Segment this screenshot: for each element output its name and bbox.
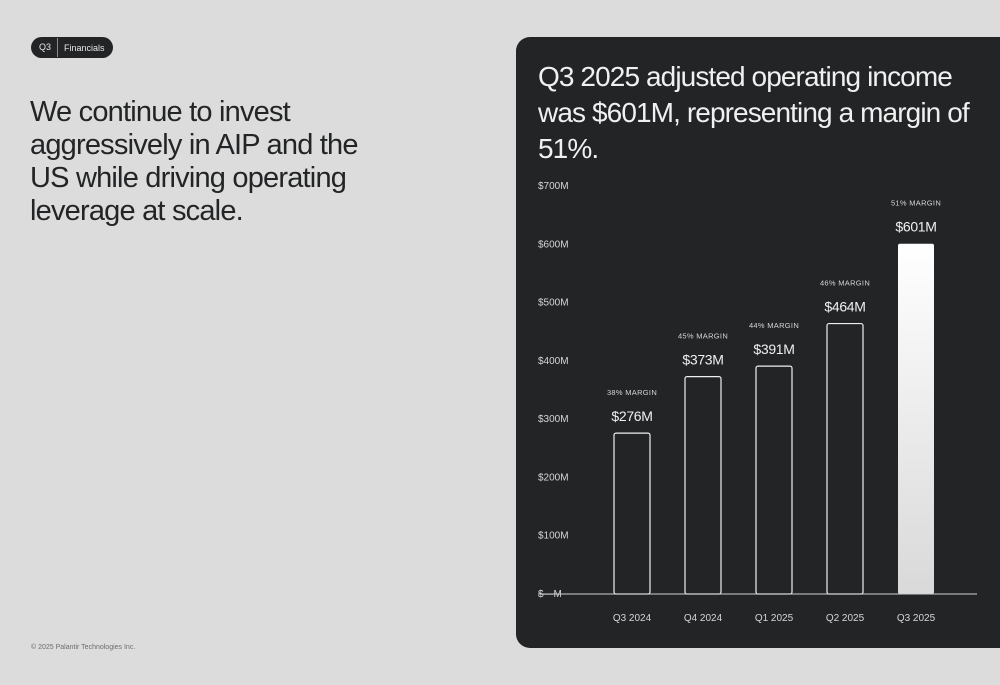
quarter-label: Q3 bbox=[39, 38, 59, 57]
y-tick-label: $600M bbox=[538, 239, 569, 250]
bar-value-label: $601M bbox=[895, 219, 936, 235]
bar-value-label: $276M bbox=[611, 408, 652, 424]
x-tick-label: Q3 2024 bbox=[613, 613, 652, 624]
bar-margin-label: 38% MARGIN bbox=[607, 388, 657, 397]
section-label: Financials bbox=[64, 42, 105, 53]
bar-q3-2024 bbox=[613, 432, 651, 595]
y-tick-label: $700M bbox=[538, 181, 569, 192]
chart-title: Q3 2025 adjusted operating income was $6… bbox=[538, 61, 970, 164]
bar-q4-2024 bbox=[684, 375, 722, 595]
operating-income-chart: $—M$100M$200M$300M$400M$500M$600M$700M $… bbox=[538, 181, 977, 624]
x-tick-label: Q2 2025 bbox=[826, 613, 865, 624]
bar-q3-2025 bbox=[898, 243, 934, 594]
y-tick-label: $100M bbox=[538, 531, 569, 542]
bar-margin-label: 45% MARGIN bbox=[678, 332, 728, 341]
bar-q2-2025 bbox=[826, 322, 864, 595]
x-tick-label: Q3 2025 bbox=[897, 613, 936, 624]
bar-value-label: $373M bbox=[682, 352, 723, 368]
section-tag: Q3 Financials bbox=[31, 37, 113, 58]
x-tick-label: Q1 2025 bbox=[755, 613, 794, 624]
y-tick-label: $400M bbox=[538, 356, 569, 367]
page-headline: We continue to invest aggressively in AI… bbox=[30, 96, 359, 227]
bar-value-label: $464M bbox=[824, 299, 865, 315]
bar-q1-2025 bbox=[755, 365, 793, 595]
x-tick-label: Q4 2024 bbox=[684, 613, 723, 624]
bar-margin-label: 44% MARGIN bbox=[749, 321, 799, 330]
y-tick-label: $300M bbox=[538, 414, 569, 425]
bar-margin-label: 51% MARGIN bbox=[891, 199, 941, 208]
bar-margin-label: 46% MARGIN bbox=[820, 279, 870, 288]
chart-panel: Q3 2025 adjusted operating income was $6… bbox=[516, 37, 1000, 648]
y-tick-label: $200M bbox=[538, 472, 569, 483]
copyright-footer: © 2025 Palantir Technologies Inc. bbox=[31, 644, 136, 651]
bar-value-label: $391M bbox=[753, 341, 794, 357]
y-tick-label: $500M bbox=[538, 298, 569, 309]
